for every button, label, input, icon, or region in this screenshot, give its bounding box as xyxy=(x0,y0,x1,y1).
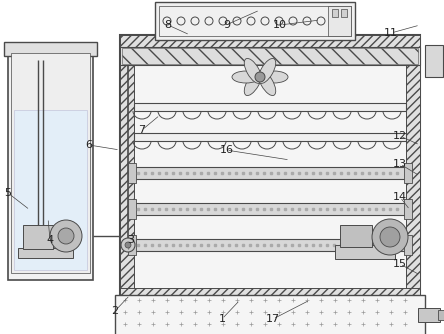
Bar xyxy=(120,35,420,47)
Ellipse shape xyxy=(258,58,276,84)
Text: 14: 14 xyxy=(392,192,407,202)
Bar xyxy=(120,35,134,300)
Circle shape xyxy=(121,238,135,252)
Bar xyxy=(134,167,406,179)
Bar xyxy=(120,35,420,300)
Bar xyxy=(341,9,347,17)
Bar xyxy=(134,239,406,251)
Bar xyxy=(155,2,355,40)
Bar xyxy=(4,42,97,56)
Circle shape xyxy=(372,219,408,255)
Circle shape xyxy=(255,72,265,82)
Bar xyxy=(115,295,425,334)
Ellipse shape xyxy=(258,70,276,96)
Text: 5: 5 xyxy=(4,188,12,198)
Text: 17: 17 xyxy=(266,314,280,324)
Bar xyxy=(128,199,136,219)
Bar xyxy=(404,235,412,255)
Text: 11: 11 xyxy=(384,28,398,38)
Bar xyxy=(406,35,420,300)
Text: 4: 4 xyxy=(46,235,53,245)
Text: 13: 13 xyxy=(392,159,407,169)
Text: 2: 2 xyxy=(111,306,118,316)
Text: 3: 3 xyxy=(127,235,135,245)
Bar xyxy=(438,310,444,320)
Circle shape xyxy=(50,220,82,252)
Bar xyxy=(18,248,73,258)
Bar xyxy=(134,203,406,215)
Text: 16: 16 xyxy=(219,145,234,155)
Text: 10: 10 xyxy=(273,20,287,30)
Bar xyxy=(418,308,440,322)
Circle shape xyxy=(125,242,131,248)
Bar xyxy=(122,48,418,64)
Bar xyxy=(335,245,395,259)
Ellipse shape xyxy=(244,58,262,84)
Bar xyxy=(425,45,443,77)
Bar xyxy=(120,47,420,65)
Bar xyxy=(11,53,90,273)
Bar xyxy=(404,199,412,219)
Bar xyxy=(128,163,136,183)
Bar xyxy=(120,288,420,300)
Bar xyxy=(340,225,372,247)
Bar xyxy=(14,110,87,270)
Bar xyxy=(328,6,351,36)
Text: 1: 1 xyxy=(218,314,226,324)
Bar xyxy=(159,6,351,36)
Bar xyxy=(134,103,406,111)
Bar xyxy=(332,9,338,17)
Bar xyxy=(23,225,53,249)
Text: 9: 9 xyxy=(223,20,230,30)
Text: 12: 12 xyxy=(392,131,407,141)
Text: 8: 8 xyxy=(164,20,171,30)
Bar xyxy=(128,235,136,255)
Text: 15: 15 xyxy=(392,259,407,269)
Text: 7: 7 xyxy=(139,125,146,135)
Bar xyxy=(404,163,412,183)
Circle shape xyxy=(58,228,74,244)
Ellipse shape xyxy=(244,70,262,96)
Ellipse shape xyxy=(260,71,288,83)
Ellipse shape xyxy=(232,71,260,83)
Bar xyxy=(134,133,406,141)
Bar xyxy=(8,50,93,280)
Text: 6: 6 xyxy=(85,140,92,150)
Circle shape xyxy=(380,227,400,247)
